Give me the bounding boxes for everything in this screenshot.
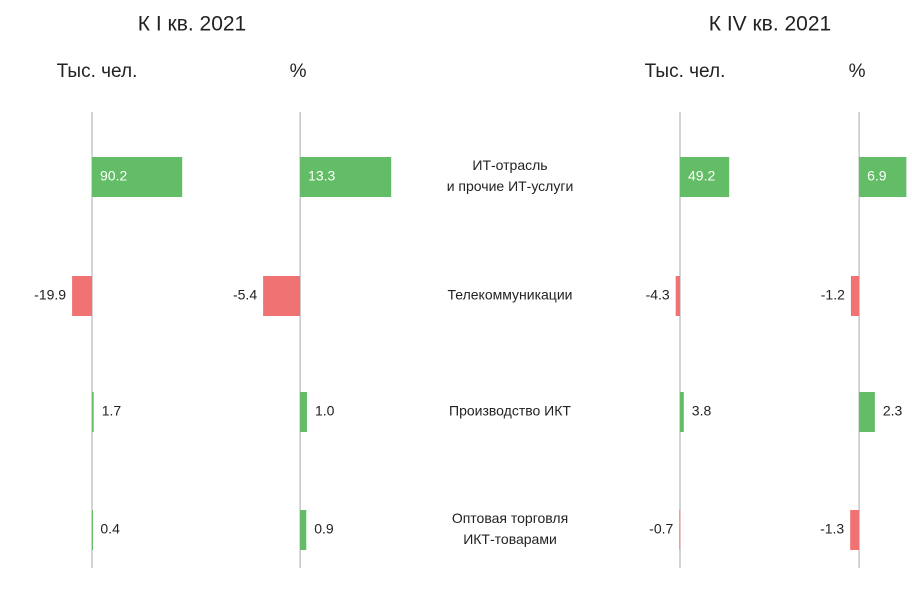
bar <box>680 157 730 197</box>
category-label: ИТ-отрасль <box>472 157 547 173</box>
bar <box>92 392 94 432</box>
group-title: К I кв. 2021 <box>138 13 246 36</box>
value-label: 90.2 <box>100 168 127 184</box>
bar <box>859 392 875 432</box>
panel-title: % <box>290 61 307 82</box>
bar <box>92 157 183 197</box>
value-label: -0.7 <box>649 521 673 537</box>
bar <box>850 510 860 550</box>
category-label: и прочие ИТ-услуги <box>447 178 574 194</box>
bar <box>300 392 307 432</box>
bar <box>679 510 681 550</box>
bar <box>675 276 680 316</box>
value-label: -1.3 <box>820 521 844 537</box>
value-label: 49.2 <box>688 168 715 184</box>
bar <box>263 276 301 316</box>
value-label: 6.9 <box>867 168 887 184</box>
panel-title: % <box>849 61 866 82</box>
value-label: 3.8 <box>692 403 712 419</box>
group-title: К IV кв. 2021 <box>709 13 831 36</box>
category-label: Телекоммуникации <box>448 287 573 303</box>
value-label: 1.0 <box>315 403 335 419</box>
bar <box>859 157 907 197</box>
bar <box>680 392 684 432</box>
bar <box>92 510 93 550</box>
value-label: -1.2 <box>821 287 845 303</box>
category-label: Оптовая торговля <box>452 510 568 526</box>
category-label: Производство ИКТ <box>449 403 571 419</box>
value-label: 0.9 <box>314 521 334 537</box>
bar <box>850 276 860 316</box>
value-label: 1.7 <box>102 403 122 419</box>
value-label: 2.3 <box>883 403 903 419</box>
panel-title: Тыс. чел. <box>645 61 726 82</box>
category-label: ИКТ-товарами <box>463 531 557 547</box>
bar <box>300 510 307 550</box>
panel-title: Тыс. чел. <box>57 61 138 82</box>
value-label: -5.4 <box>233 287 257 303</box>
value-label: 13.3 <box>308 168 335 184</box>
value-label: -4.3 <box>646 287 670 303</box>
bar <box>300 157 392 197</box>
value-label: -19.9 <box>34 287 66 303</box>
bar <box>72 276 92 316</box>
value-label: 0.4 <box>100 521 120 537</box>
